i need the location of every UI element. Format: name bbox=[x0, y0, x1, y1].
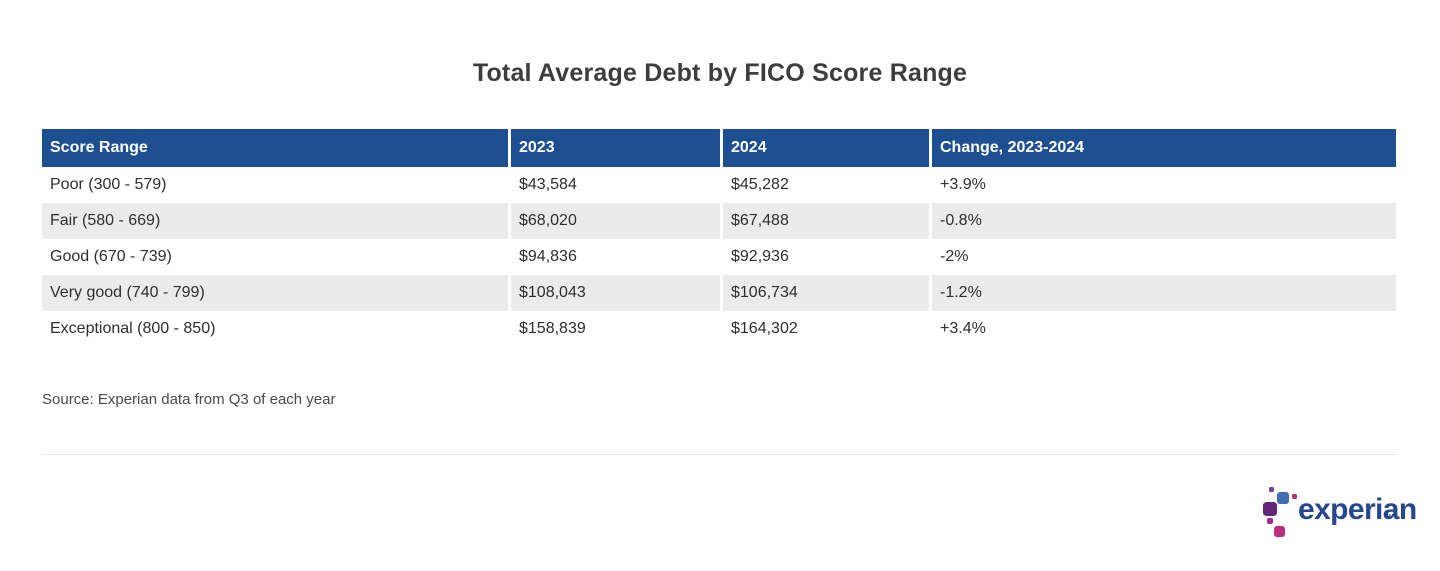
table-row: Very good (740 - 799) $108,043 $106,734 … bbox=[42, 275, 1396, 311]
cell-2024-value: $164,302 bbox=[723, 311, 932, 347]
cell-2024-value: $92,936 bbox=[723, 239, 932, 275]
logo-square-purple bbox=[1263, 502, 1277, 516]
logo-square-blue bbox=[1277, 492, 1289, 504]
table-row: Poor (300 - 579) $43,584 $45,282 +3.9% bbox=[42, 167, 1396, 203]
cell-change-value: -0.8% bbox=[932, 203, 1396, 239]
table-row: Fair (580 - 669) $68,020 $67,488 -0.8% bbox=[42, 203, 1396, 239]
header-cell-change: Change, 2023-2024 bbox=[932, 129, 1396, 167]
cell-2024-value: $45,282 bbox=[723, 167, 932, 203]
experian-logo: experian ™ bbox=[1262, 486, 1417, 546]
table-row: Good (670 - 739) $94,836 $92,936 -2% bbox=[42, 239, 1396, 275]
cell-change-value: -1.2% bbox=[932, 275, 1396, 311]
cell-score-range: Fair (580 - 669) bbox=[42, 203, 511, 239]
debt-table-container: Score Range 2023 2024 Change, 2023-2024 … bbox=[42, 129, 1396, 347]
cell-2023-value: $68,020 bbox=[511, 203, 723, 239]
logo-dot-magenta-left bbox=[1267, 518, 1273, 524]
cell-2024-value: $67,488 bbox=[723, 203, 932, 239]
logo-square-magenta bbox=[1274, 526, 1285, 537]
page-title: Total Average Debt by FICO Score Range bbox=[472, 59, 968, 87]
cell-score-range: Good (670 - 739) bbox=[42, 239, 511, 275]
cell-change-value: +3.9% bbox=[932, 167, 1396, 203]
logo-dot-magenta-top bbox=[1292, 494, 1297, 499]
cell-score-range: Exceptional (800 - 850) bbox=[42, 311, 511, 347]
cell-change-value: -2% bbox=[932, 239, 1396, 275]
cell-2024-value: $106,734 bbox=[723, 275, 932, 311]
cell-score-range: Very good (740 - 799) bbox=[42, 275, 511, 311]
experian-wordmark: experian bbox=[1298, 493, 1417, 526]
table-row: Exceptional (800 - 850) $158,839 $164,30… bbox=[42, 311, 1396, 347]
cell-2023-value: $43,584 bbox=[511, 167, 723, 203]
header-cell-score-range: Score Range bbox=[42, 129, 511, 167]
header-cell-2023: 2023 bbox=[511, 129, 723, 167]
cell-2023-value: $108,043 bbox=[511, 275, 723, 311]
source-note: Source: Experian data from Q3 of each ye… bbox=[42, 391, 336, 408]
cell-score-range: Poor (300 - 579) bbox=[42, 167, 511, 203]
trademark-symbol: ™ bbox=[1385, 512, 1394, 522]
debt-table: Score Range 2023 2024 Change, 2023-2024 … bbox=[42, 129, 1396, 347]
logo-dot-violet bbox=[1269, 487, 1274, 492]
footer-divider bbox=[42, 454, 1397, 455]
cell-2023-value: $158,839 bbox=[511, 311, 723, 347]
experian-logo-mark-icon bbox=[1262, 486, 1298, 542]
header-cell-2024: 2024 bbox=[723, 129, 932, 167]
cell-2023-value: $94,836 bbox=[511, 239, 723, 275]
table-header-row: Score Range 2023 2024 Change, 2023-2024 bbox=[42, 129, 1396, 167]
cell-change-value: +3.4% bbox=[932, 311, 1396, 347]
